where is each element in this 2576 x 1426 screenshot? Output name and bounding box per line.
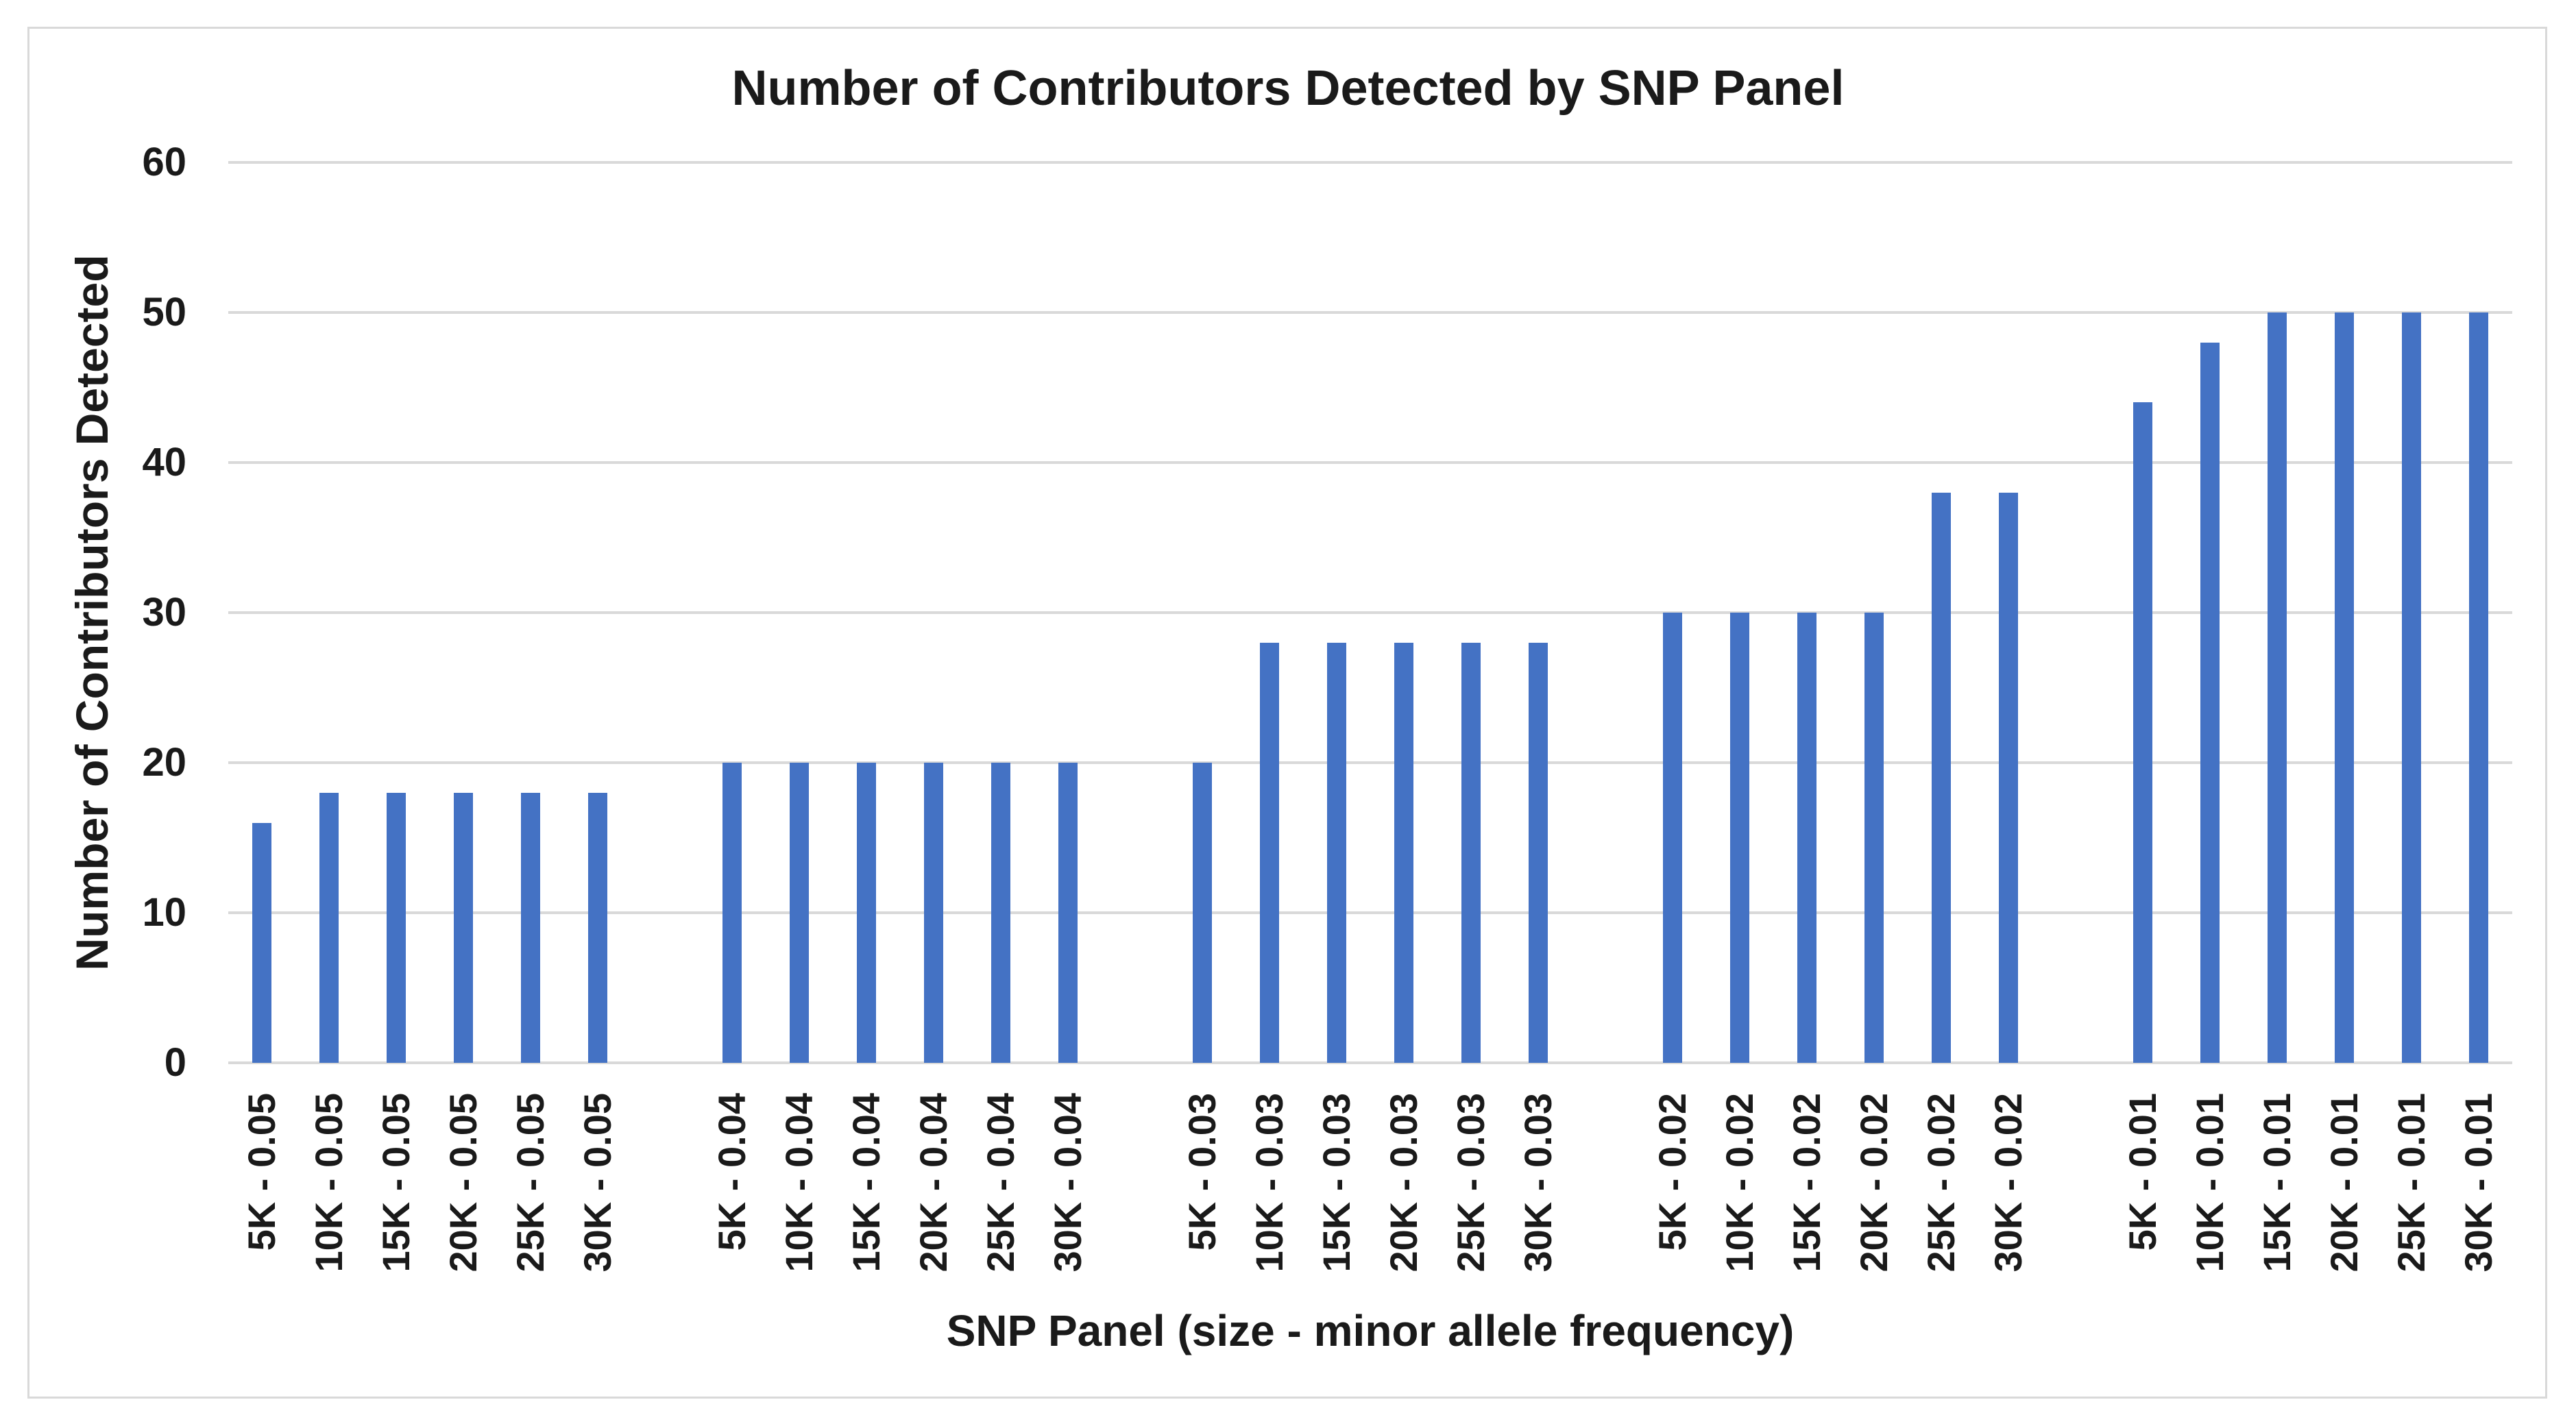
gridline-y-0 (228, 1061, 2512, 1064)
x-tick-label-5K-0.03: 5K - 0.03 (1180, 1093, 1224, 1251)
y-tick-label-20: 20 (142, 740, 186, 785)
bar-30K-0.02 (1999, 493, 2018, 1063)
x-tick-label-20K-0.05: 20K - 0.05 (441, 1093, 485, 1273)
x-tick-label-25K-0.05: 25K - 0.05 (509, 1093, 552, 1273)
bar-15K-0.03 (1327, 643, 1346, 1063)
y-tick-label-40: 40 (142, 440, 186, 484)
bar-30K-0.04 (1058, 763, 1078, 1063)
x-tick-label-20K-0.04: 20K - 0.04 (912, 1093, 955, 1273)
x-tick-label-25K-0.01: 25K - 0.01 (2390, 1093, 2433, 1273)
bar-20K-0.04 (924, 763, 943, 1063)
bar-30K-0.05 (588, 793, 607, 1063)
x-tick-label-10K-0.03: 10K - 0.03 (1248, 1093, 1291, 1273)
gridline-y-10 (228, 911, 2512, 914)
y-tick-label-0: 0 (164, 1040, 186, 1085)
bar-5K-0.04 (722, 763, 742, 1063)
x-tick-label-15K-0.02: 15K - 0.02 (1785, 1093, 1828, 1273)
x-tick-label-25K-0.03: 25K - 0.03 (1449, 1093, 1492, 1273)
bar-20K-0.02 (1864, 613, 1884, 1063)
x-tick-label-10K-0.01: 10K - 0.01 (2188, 1093, 2231, 1273)
bar-10K-0.05 (319, 793, 339, 1063)
bar-10K-0.02 (1730, 613, 1749, 1063)
x-tick-label-10K-0.05: 10K - 0.05 (307, 1093, 350, 1273)
bar-15K-0.01 (2268, 312, 2287, 1063)
x-tick-label-5K-0.05: 5K - 0.05 (240, 1093, 283, 1251)
bar-15K-0.04 (857, 763, 876, 1063)
bar-15K-0.02 (1797, 613, 1816, 1063)
x-tick-label-30K-0.02: 30K - 0.02 (1986, 1093, 2030, 1273)
x-tick-label-15K-0.03: 15K - 0.03 (1315, 1093, 1358, 1273)
bar-30K-0.01 (2469, 312, 2488, 1063)
bar-25K-0.03 (1461, 643, 1481, 1063)
bar-5K-0.01 (2133, 402, 2152, 1063)
x-tick-label-30K-0.03: 30K - 0.03 (1516, 1093, 1559, 1273)
bar-15K-0.05 (387, 793, 406, 1063)
bar-5K-0.03 (1193, 763, 1212, 1063)
x-axis-title: SNP Panel (size - minor allele frequency… (946, 1306, 1795, 1355)
y-tick-label-60: 60 (142, 140, 186, 184)
gridline-y-40 (228, 461, 2512, 464)
bar-25K-0.02 (1932, 493, 1951, 1063)
bar-25K-0.01 (2402, 312, 2421, 1063)
x-tick-label-20K-0.02: 20K - 0.02 (1852, 1093, 1895, 1273)
bar-30K-0.03 (1529, 643, 1548, 1063)
bar-20K-0.05 (454, 793, 473, 1063)
bar-20K-0.03 (1394, 643, 1413, 1063)
x-tick-label-30K-0.05: 30K - 0.05 (576, 1093, 619, 1273)
y-tick-label-30: 30 (142, 590, 186, 635)
bar-25K-0.04 (991, 763, 1010, 1063)
x-tick-label-10K-0.02: 10K - 0.02 (1718, 1093, 1761, 1273)
x-tick-label-15K-0.01: 15K - 0.01 (2255, 1093, 2298, 1273)
gridline-y-50 (228, 311, 2512, 314)
bar-5K-0.05 (252, 823, 271, 1063)
gridline-y-30 (228, 611, 2512, 614)
chart-border (27, 27, 2547, 1399)
x-tick-label-20K-0.01: 20K - 0.01 (2322, 1093, 2366, 1273)
x-tick-label-5K-0.04: 5K - 0.04 (710, 1093, 753, 1251)
gridline-y-60 (228, 161, 2512, 164)
x-tick-label-30K-0.04: 30K - 0.04 (1046, 1093, 1089, 1273)
bar-5K-0.02 (1663, 613, 1682, 1063)
x-tick-label-5K-0.02: 5K - 0.02 (1651, 1093, 1694, 1251)
gridline-y-20 (228, 761, 2512, 764)
x-tick-label-20K-0.03: 20K - 0.03 (1382, 1093, 1425, 1273)
x-tick-label-15K-0.05: 15K - 0.05 (374, 1093, 417, 1273)
x-tick-label-30K-0.01: 30K - 0.01 (2457, 1093, 2500, 1273)
bar-10K-0.01 (2200, 343, 2220, 1063)
x-tick-label-5K-0.01: 5K - 0.01 (2121, 1093, 2164, 1251)
x-tick-label-15K-0.04: 15K - 0.04 (845, 1093, 888, 1273)
bar-10K-0.03 (1260, 643, 1279, 1063)
x-tick-label-10K-0.04: 10K - 0.04 (777, 1093, 821, 1273)
x-tick-label-25K-0.04: 25K - 0.04 (979, 1093, 1022, 1273)
y-tick-label-50: 50 (142, 290, 186, 334)
bar-25K-0.05 (521, 793, 540, 1063)
chart-title: Number of Contributors Detected by SNP P… (731, 61, 1845, 116)
y-tick-label-10: 10 (142, 890, 186, 935)
x-tick-label-25K-0.02: 25K - 0.02 (1919, 1093, 1963, 1273)
bar-20K-0.01 (2335, 312, 2354, 1063)
bar-10K-0.04 (790, 763, 809, 1063)
